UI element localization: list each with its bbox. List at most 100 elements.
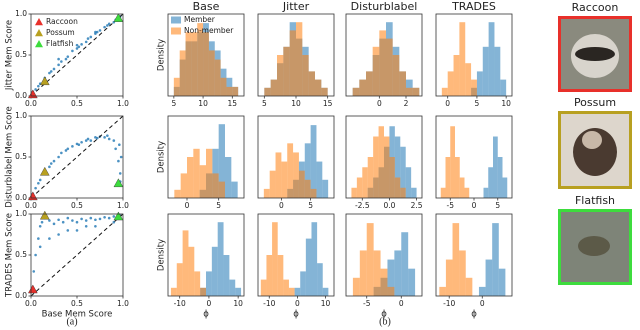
possum-face [582,131,602,149]
scatter-point [71,145,74,148]
highlight-marker [39,210,50,220]
histogram-bar [464,187,470,198]
scatter-point [94,218,97,222]
histogram-bar [188,246,195,296]
scatter-point [60,151,63,155]
scatter-point [103,215,106,219]
x-tick-label: 1.0 [117,99,129,108]
histogram-bar [440,187,446,198]
scatter-point [64,149,68,152]
histogram-bar [214,59,221,96]
x-tick-label: 10 [198,99,208,108]
histogram-bar [272,222,278,296]
scatter-point [57,63,60,67]
scatter-point [37,237,40,240]
x-tick-label: 5 [308,201,313,210]
scatter-point [37,181,40,185]
diagonal [30,213,124,297]
x-tick-label: 2 [404,99,409,108]
histogram-bar [176,263,183,296]
histogram-bar [387,259,395,296]
legend-label: Member [184,15,216,24]
raccoon-mask [575,47,615,61]
histogram-bar [208,50,215,96]
histogram-bar [471,79,477,96]
y-tick-label: 0.5 [15,152,27,161]
histogram-bar [263,188,270,198]
histogram-bar [399,71,406,96]
histogram-bar [389,157,395,198]
histogram-bar [497,157,503,198]
scatter-point [49,70,53,73]
histogram-bar [308,71,315,96]
histogram-bar [185,32,192,96]
x-tick-label: 0 [207,299,212,308]
scatter-point [80,217,83,221]
histogram-bar [283,46,290,96]
histogram-bar [359,250,367,296]
histogram-bar [260,279,267,296]
histogram-bar [439,286,446,296]
histogram-bar [296,22,303,97]
histogram-bar [450,126,455,198]
scatter-point [106,24,109,27]
x-tick-label: -10 [443,299,455,308]
scatter-point [52,222,56,226]
axes-frame [167,115,245,199]
scatter-point [94,225,97,228]
histogram-bar [277,55,284,96]
histogram-bar [453,55,460,96]
histogram-bar [400,187,406,198]
scatter-point [38,178,42,182]
scatter-point [94,30,97,34]
x-tick-label: 0 [377,99,382,108]
scatter-point [107,22,111,26]
scatter-point [106,134,109,137]
scatter-point [34,253,37,257]
axes-frame [345,213,423,297]
scatter-point [107,137,111,141]
histogram-bar [174,189,181,198]
x-tick-label: -10 [174,299,186,308]
histogram-bar [459,22,466,97]
histogram-bar [372,46,380,96]
scatter-point [89,35,93,39]
histogram-bar [412,87,420,96]
histogram-bar [294,287,301,296]
x-tick-label: 2.5 [411,201,423,210]
histogram-bar [478,286,486,296]
x-tick-label: 15 [323,99,333,108]
histogram-bar [269,170,276,198]
scatter-point [80,43,83,46]
y-tick-label: 0.5 [15,50,27,59]
histogram-bar [447,71,454,96]
histogram-bar [367,157,374,198]
histogram-bar [212,173,219,198]
highlight-marker [113,178,124,188]
histogram-bar [366,223,374,296]
scatter-point [119,155,123,159]
histogram-bar [182,230,189,296]
scatter-point [95,30,99,34]
histogram-bar [302,55,309,96]
histogram-bar [352,87,360,96]
scatter-point [34,186,37,190]
legend-label: Possum [46,28,75,37]
scatter-point [75,229,79,232]
histogram-bar [283,279,289,296]
histogram-bar [289,30,296,96]
image-label: Possum [574,96,616,109]
histogram-bar [492,223,499,296]
x-tick-label: -5 [363,299,371,308]
x-axis-label: ϕ [203,310,209,320]
scatter-point [103,136,106,139]
histogram-bar [179,50,186,96]
axes-frame [345,13,423,97]
histogram-bar [217,222,224,296]
histogram-bar [235,287,242,296]
x-tick-label: 0 [295,299,300,308]
scatter-point [48,71,51,75]
histogram-bar [220,77,227,96]
y-tick-label: 1.0 [15,209,27,218]
scatter-point [61,220,65,224]
